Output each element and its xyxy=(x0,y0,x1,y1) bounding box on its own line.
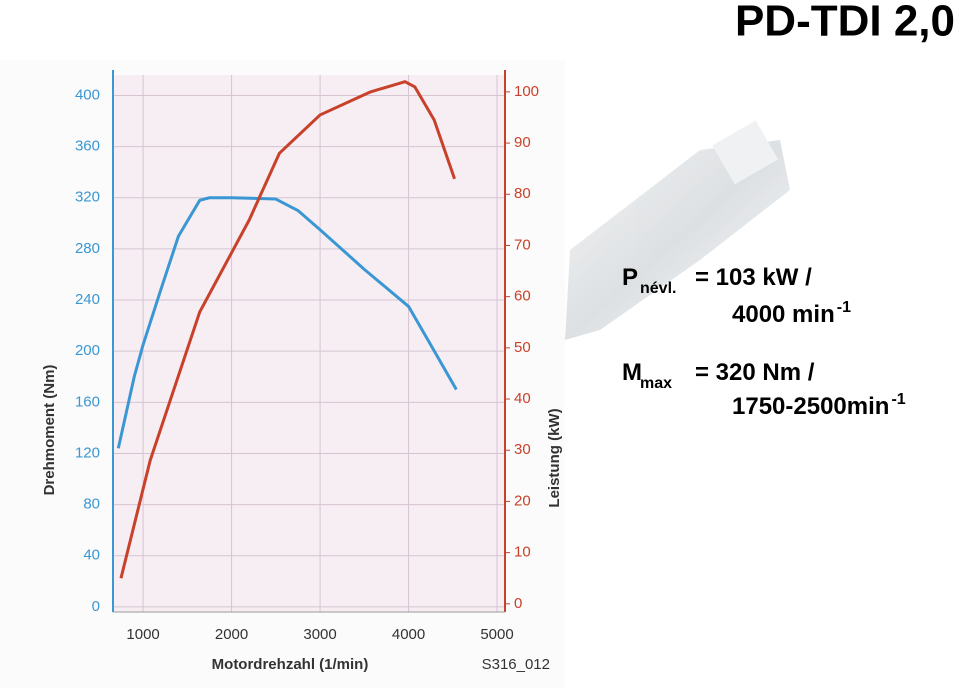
y2-tick-label: 10 xyxy=(514,544,531,561)
x-tick-label: 3000 xyxy=(303,626,336,643)
spec-exponent: -1 xyxy=(837,299,851,316)
y2-tick-label: 30 xyxy=(514,441,531,458)
x-tick-label: 1000 xyxy=(126,626,159,643)
y2-tick-label: 0 xyxy=(514,595,522,612)
y-tick-label: 320 xyxy=(75,189,100,206)
x-tick-label: 4000 xyxy=(392,626,425,643)
y2-axis-label: Leistung (kW) xyxy=(546,408,563,507)
series-line xyxy=(119,80,456,579)
y-tick-label: 200 xyxy=(75,342,100,359)
y2-tick-label: 100 xyxy=(514,83,539,100)
figure-code: S316_012 xyxy=(482,656,550,673)
y2-tick-label: 20 xyxy=(514,492,531,509)
y-tick-label: 80 xyxy=(83,496,100,513)
x-tick-label: 2000 xyxy=(215,626,248,643)
spec-subscript: névl. xyxy=(640,280,676,297)
spec-subscript: max xyxy=(640,375,672,392)
y2-tick-label: 80 xyxy=(514,185,531,202)
y-tick-label: 120 xyxy=(75,444,100,461)
y-tick-label: 0 xyxy=(92,598,100,615)
y-tick-label: 40 xyxy=(83,547,100,564)
spec-speed: 4000 min xyxy=(732,301,835,328)
spec-value: = 103 kW / xyxy=(695,264,812,291)
y2-tick-label: 40 xyxy=(514,390,531,407)
y-tick-label: 240 xyxy=(75,291,100,308)
slide-title: PD-TDI 2,0 xyxy=(735,0,955,46)
injector-image xyxy=(565,120,790,340)
plot-area xyxy=(113,75,505,612)
y2-tick-label: 60 xyxy=(514,288,531,305)
y-tick-label: 280 xyxy=(75,240,100,257)
spec-symbol: P xyxy=(622,264,638,291)
y2-tick-label: 90 xyxy=(514,134,531,151)
y2-tick-label: 70 xyxy=(514,236,531,253)
spec-exponent: -1 xyxy=(891,391,905,408)
series-line xyxy=(116,196,458,449)
y-tick-label: 160 xyxy=(75,393,100,410)
y-tick-label: 360 xyxy=(75,138,100,155)
spec-symbol: M xyxy=(622,359,642,386)
spec-value: = 320 Nm / xyxy=(695,359,815,386)
y2-tick-label: 50 xyxy=(514,339,531,356)
y-axis-label: Drehmoment (Nm) xyxy=(41,365,58,496)
y-tick-label: 400 xyxy=(75,86,100,103)
spec-speed: 1750-2500min xyxy=(732,393,889,420)
x-tick-label: 5000 xyxy=(480,626,513,643)
x-axis-label: Motordrehzahl (1/min) xyxy=(212,656,369,673)
